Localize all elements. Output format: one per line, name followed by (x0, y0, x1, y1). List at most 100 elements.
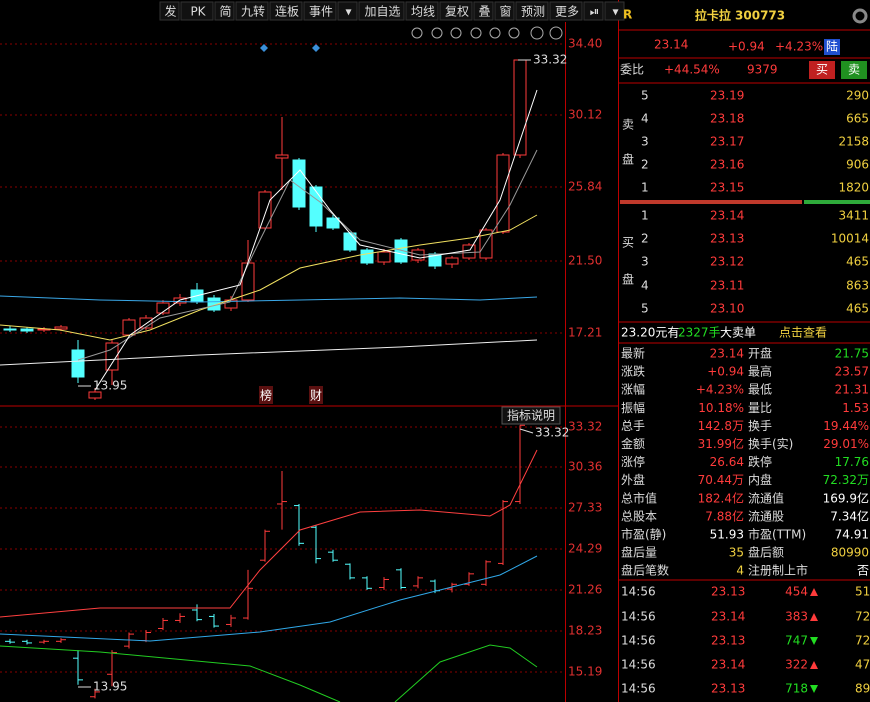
toolbar-button-bg[interactable] (303, 1, 337, 21)
toolbar-button-bg[interactable] (604, 1, 625, 21)
weibi-label: 委比 (620, 63, 644, 77)
stat-label: 总股本 (621, 509, 657, 523)
toolbar-button[interactable]: 加自选 (364, 5, 400, 19)
toolbar-button[interactable]: 发 (164, 4, 176, 19)
trade-count: 51 (855, 585, 870, 599)
low-annotation: 13.95 (93, 680, 127, 694)
toolbar-button-bg[interactable] (405, 1, 439, 21)
stat-value: 21.75 (835, 347, 869, 361)
sell-label: 盘 (622, 152, 634, 167)
toolbar-button-bg[interactable] (235, 1, 269, 21)
marker[interactable]: 榜 (260, 388, 272, 403)
level-volume: 290 (846, 89, 869, 103)
stat-value: 10.18% (698, 401, 744, 415)
level-price: 23.16 (710, 158, 744, 172)
candle-body (105, 342, 119, 371)
indicator-button[interactable]: 指标说明 (507, 408, 555, 423)
toolbar-button[interactable]: 窗 (499, 5, 511, 19)
big-order: 23.20元有 (621, 326, 679, 340)
annotation-leader (519, 428, 534, 434)
stat-label: 涨跌 (621, 364, 645, 379)
toolbar-button[interactable]: PK (190, 5, 206, 19)
toolbar-button[interactable]: 事件 (309, 5, 333, 19)
stat-label: 总手 (621, 419, 645, 433)
stat-value: 17.76 (835, 455, 869, 469)
band-lower (394, 644, 538, 702)
stat-label: 涨停 (621, 454, 645, 469)
toolbar-button[interactable]: 九转 (241, 4, 265, 19)
change-pct: +4.23% (775, 40, 823, 54)
toolbar-button-bg[interactable] (214, 1, 235, 21)
toolbar-button[interactable]: 复权 (445, 5, 469, 19)
marker-bg[interactable] (309, 386, 323, 404)
toolbar-button-bg[interactable] (515, 1, 549, 21)
candle-body (496, 154, 510, 233)
level-volume: 665 (846, 112, 869, 126)
toolbar-button-bg[interactable] (583, 1, 604, 21)
band-upper (0, 449, 538, 618)
toolbar-button-bg[interactable] (439, 1, 473, 21)
stat-label: 流通股 (748, 509, 784, 523)
toolbar-button-bg[interactable] (337, 1, 358, 21)
trade-volume: 747 (785, 634, 808, 648)
sell-btn-bg[interactable] (841, 61, 867, 79)
stat-value: 21.31 (835, 383, 869, 397)
trade-volume: 383 (785, 610, 808, 624)
price-axis-label: 34.40 (568, 37, 602, 51)
toolbar-button[interactable]: ▾ (612, 5, 618, 19)
toolbar-button-bg[interactable] (494, 1, 515, 21)
tool-icons (411, 26, 563, 40)
buy-label: 买 (622, 236, 634, 250)
stat-label: 注册制上市 (748, 563, 808, 578)
buy-button[interactable]: 买 (816, 63, 828, 77)
toolbar-button[interactable]: ⏯ (590, 5, 600, 19)
toolbar-button-bg[interactable] (269, 1, 303, 21)
change: +0.94 (728, 40, 765, 54)
badge: 陆 (826, 39, 838, 54)
trade-time: 14:56 (621, 585, 656, 599)
stat-value: 70.44万 (698, 473, 744, 487)
stat-value: 7.88亿 (705, 508, 744, 523)
marker[interactable]: 财 (310, 389, 322, 403)
buy-label: 盘 (622, 272, 634, 287)
toolbar-button-bg[interactable] (473, 1, 494, 21)
button-bg[interactable] (501, 406, 561, 425)
stat-label: 跌停 (748, 454, 772, 469)
level-price: 23.18 (710, 112, 744, 126)
sell-bar (620, 200, 802, 204)
toolbar-button[interactable]: 更多 (555, 5, 579, 19)
candle-body (394, 239, 408, 263)
stat-value: 否 (857, 564, 869, 578)
toolbar-button-bg[interactable] (159, 1, 180, 21)
toolbar-button-bg[interactable] (358, 1, 405, 21)
toolbar-button-bg[interactable] (549, 1, 583, 21)
high-annotation: 33.32 (535, 426, 569, 440)
toolbar-button[interactable]: ▾ (345, 5, 351, 19)
stat-value: 182.4亿 (698, 490, 744, 505)
toolbar-button[interactable]: 简 (219, 5, 231, 19)
level-volume: 1820 (838, 181, 869, 195)
sell-button[interactable]: 卖 (848, 63, 860, 77)
big-order[interactable]: 点击查看 (779, 326, 827, 340)
stat-label: 最低 (748, 383, 772, 397)
level-volume: 906 (846, 158, 869, 172)
buy-btn-bg[interactable] (809, 61, 835, 79)
trade-price: 23.14 (711, 610, 745, 624)
trade-count: 89 (855, 682, 870, 696)
stat-label: 总市值 (621, 490, 657, 505)
stat-value: 72.32万 (823, 473, 869, 487)
toolbar-button[interactable]: 预测 (521, 5, 545, 19)
toolbar-button[interactable]: 连板 (275, 4, 299, 19)
marker-bg[interactable] (259, 386, 273, 404)
level: 2 (641, 232, 649, 246)
price-axis-label: 21.50 (568, 254, 602, 268)
indicator-axis-label: 27.33 (568, 501, 602, 515)
toolbar-button[interactable]: 均线 (411, 5, 435, 19)
toolbar-button-bg[interactable] (180, 1, 214, 21)
toolbar-button[interactable]: 叠 (478, 5, 490, 19)
trade-count: 72 (855, 610, 870, 624)
level-price: 23.15 (710, 181, 744, 195)
level-price: 23.11 (710, 279, 744, 293)
settings-gear[interactable] (852, 8, 868, 24)
